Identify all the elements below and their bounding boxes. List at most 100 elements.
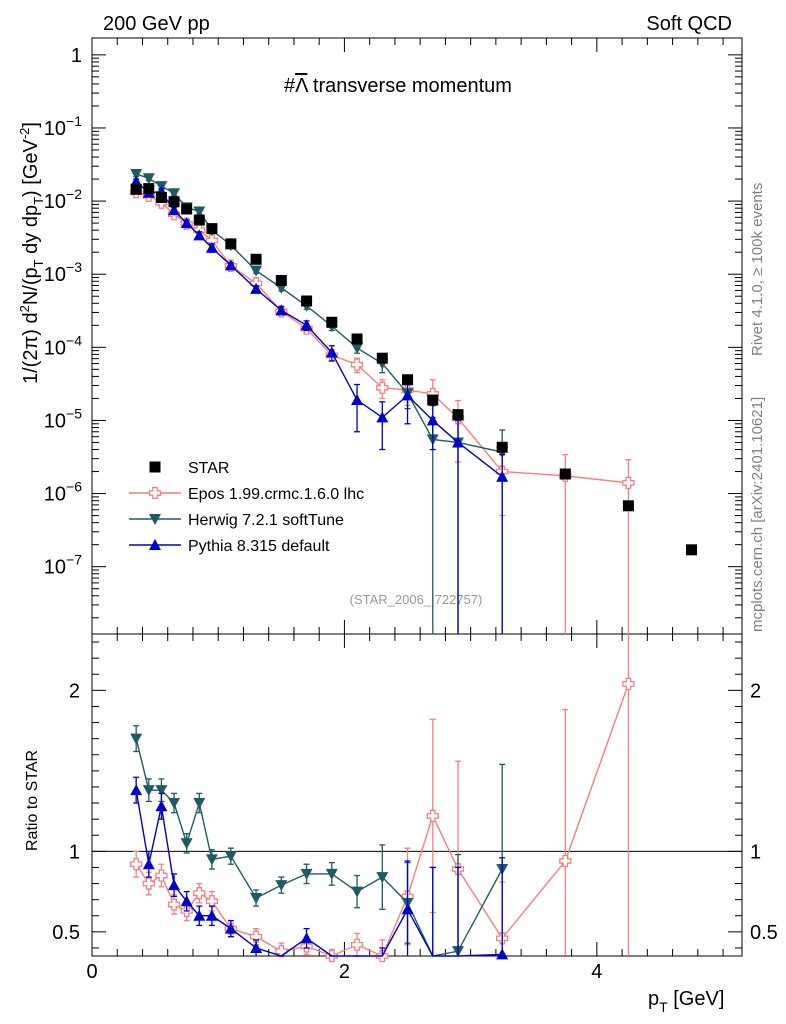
epos-ratio-point [275, 945, 288, 958]
star-point [143, 183, 155, 195]
y-tick-label-top: 10−6 [44, 479, 82, 506]
x-tick-label: 2 [339, 961, 350, 983]
y-tick-label-ratio: 1 [69, 841, 80, 863]
herwig-ratio-point [275, 880, 288, 892]
star-point [168, 196, 180, 208]
pythia-point [426, 414, 439, 426]
pythia-point [300, 319, 313, 331]
herwig-ratio-point [376, 872, 389, 884]
herwig-ratio-series [130, 725, 509, 958]
herwig-ratio-point [193, 798, 206, 810]
star-point [351, 333, 363, 345]
epos-ratio-point [622, 677, 635, 691]
legend: STAR Epos 1.99.crmc.1.6.0 lhc Herwig 7.2.1… [129, 460, 364, 555]
top-panel-series [130, 168, 635, 634]
star-point [225, 238, 237, 250]
star-point [130, 183, 142, 195]
star-point [155, 191, 167, 203]
pythia-point [376, 411, 389, 423]
herwig-point [168, 188, 181, 200]
pythia-ratio-point [193, 909, 206, 921]
star-point [275, 275, 287, 287]
herwig-ratio-point [224, 851, 237, 863]
star-point [193, 214, 205, 226]
pythia-ratio-line [135, 790, 503, 957]
pythia-series [130, 175, 509, 634]
x-tick-label: 0 [86, 961, 97, 983]
herwig-ratio-point [250, 893, 263, 905]
herwig-point [351, 342, 364, 354]
header-right: Soft QCD [646, 13, 732, 35]
herwig-point [193, 206, 206, 218]
herwig-ratio-point [180, 838, 193, 850]
x-axis-label: pT [GeV] [648, 988, 724, 1015]
herwig-ratio-point [155, 785, 168, 797]
pythia-ratio-point [401, 903, 414, 915]
epos-point [622, 476, 635, 490]
legend-item: STAR [149, 460, 229, 477]
pythia-point [168, 204, 181, 216]
plot-frames [91, 37, 743, 957]
pythia-ratio-point [300, 932, 313, 944]
y-tick-label-ratio: 2 [69, 680, 80, 702]
analysis-watermark: (STAR_2006_I722757) [350, 592, 483, 607]
star-point [686, 544, 698, 556]
legend-label: STAR [188, 460, 229, 477]
star-point [181, 203, 193, 215]
y-tick-label-top: 10−7 [44, 552, 82, 579]
pythia-point [205, 241, 218, 253]
star-point [301, 295, 313, 307]
pythia-ratio-series [130, 776, 509, 960]
tick-labels: 0 2 4 1 10−1 10−2 10−3 10−4 10−5 10−6 10−7 0.5 0.5 1 1… [44, 45, 778, 983]
legend-label: Herwig 7.2.1 softTune [188, 512, 344, 529]
y-tick-label-ratio: 0.5 [52, 922, 80, 944]
star-point [496, 441, 508, 453]
chart-title: #Λ transverse momentum [284, 75, 512, 97]
pythia-point [401, 389, 414, 401]
pythia-ratio-point [142, 858, 155, 870]
star-point [402, 374, 414, 386]
herwig-point [130, 168, 143, 180]
legend-marker [149, 514, 161, 525]
pythia-ratio-point [224, 922, 237, 934]
y-tick-label-ratio-right: 2 [750, 680, 761, 702]
epos-ratio-point [249, 930, 263, 943]
y-axis-label-top: 1/(2π) d2N/(pT dy dpT) [GeV-2] [17, 122, 46, 384]
pythia-ratio-point [130, 784, 143, 796]
star-data-points [130, 183, 698, 556]
star-point [559, 468, 571, 480]
herwig-ratio-point [300, 868, 313, 880]
epos-ratio-point [193, 887, 206, 900]
epos-ratio-point [205, 895, 219, 908]
pythia-point [496, 470, 509, 482]
epos-ratio-point [559, 854, 572, 868]
epos-ratio-series [130, 634, 635, 963]
y-tick-label-top: 1 [71, 45, 82, 67]
star-point [622, 500, 634, 512]
epos-ratio-point [350, 938, 364, 951]
legend-marker [148, 486, 162, 500]
pythia-ratio-point [180, 895, 193, 907]
star-point [376, 352, 388, 364]
y-axis-label-ratio: Ratio to STAR [24, 750, 41, 851]
herwig-ratio-point [325, 868, 338, 880]
y-tick-label-ratio-right: 1 [750, 841, 761, 863]
pythia-point [351, 394, 364, 406]
epos-ratio-point [155, 869, 168, 882]
epos-ratio-point [142, 877, 155, 890]
pythia-ratio-point [168, 879, 181, 891]
x-tick-label: 4 [591, 961, 602, 983]
pythia-ratio-point [205, 909, 218, 921]
y-tick-label-top: 10−2 [44, 186, 82, 213]
axis-ticks [91, 38, 742, 956]
pythia-point [275, 304, 288, 316]
mcplots-label: mcplots.cern.ch [arXiv:2401.10621] [749, 397, 766, 632]
pythia-point [193, 229, 206, 241]
herwig-series [130, 168, 509, 634]
y-tick-label-top: 10−3 [44, 259, 82, 286]
herwig-ratio-point [142, 785, 155, 797]
epos-point [350, 358, 364, 371]
ratio-panel-series [130, 634, 635, 963]
herwig-ratio-point [351, 886, 364, 898]
